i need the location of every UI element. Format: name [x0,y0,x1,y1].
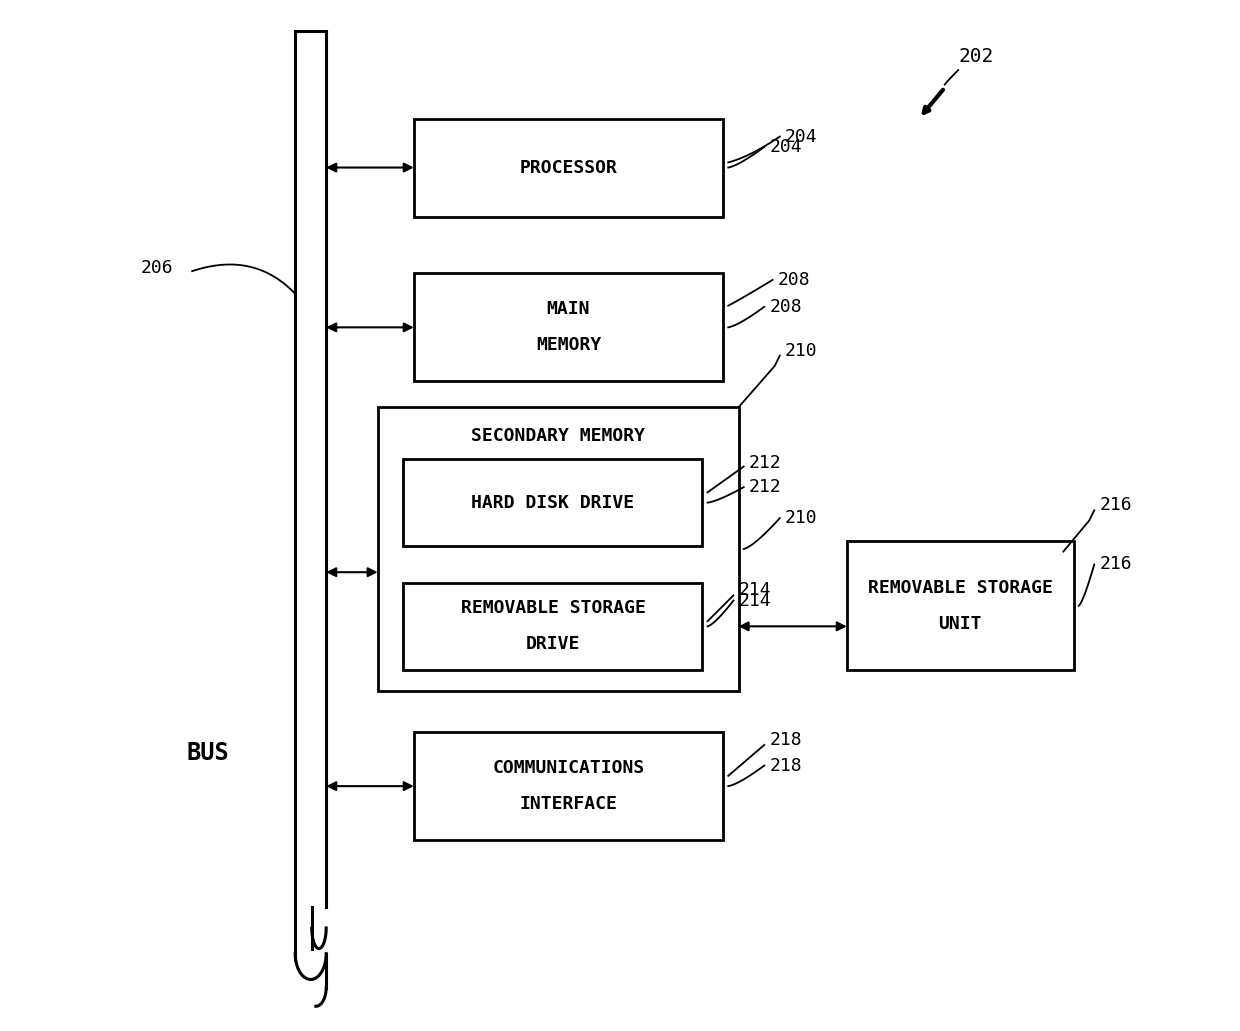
Text: 212: 212 [749,478,781,496]
Bar [378,407,739,691]
Text: 208: 208 [770,298,802,315]
Bar [403,459,703,546]
Text: 202: 202 [959,47,993,66]
Bar [847,541,1074,670]
Text: COMMUNICATIONS: COMMUNICATIONS [492,759,645,777]
Bar [414,119,723,217]
Text: 218: 218 [770,731,802,749]
Text: 204: 204 [770,138,802,156]
Bar [414,732,723,840]
Text: 208: 208 [777,271,811,289]
Text: DRIVE: DRIVE [526,635,580,654]
Text: SECONDARY MEMORY: SECONDARY MEMORY [471,427,645,445]
Bar [403,583,703,670]
Text: BUS: BUS [186,740,229,765]
Text: MAIN: MAIN [547,300,590,319]
Text: 214: 214 [739,581,771,599]
Text: HARD DISK DRIVE: HARD DISK DRIVE [471,494,635,511]
Text: 210: 210 [785,509,817,527]
Bar [414,273,723,381]
Text: 204: 204 [785,128,817,145]
Text: 212: 212 [749,455,781,472]
Text: UNIT: UNIT [939,614,982,633]
Text: 216: 216 [1100,556,1132,573]
Text: INTERFACE: INTERFACE [520,795,618,813]
Text: 206: 206 [140,259,174,277]
Text: PROCESSOR: PROCESSOR [520,159,618,176]
Text: 214: 214 [739,592,771,609]
Text: 216: 216 [1100,496,1132,514]
Text: REMOVABLE STORAGE: REMOVABLE STORAGE [868,578,1053,597]
Text: REMOVABLE STORAGE: REMOVABLE STORAGE [460,599,646,618]
Text: 218: 218 [770,757,802,774]
Text: 210: 210 [785,341,817,360]
Text: MEMORY: MEMORY [536,336,601,355]
